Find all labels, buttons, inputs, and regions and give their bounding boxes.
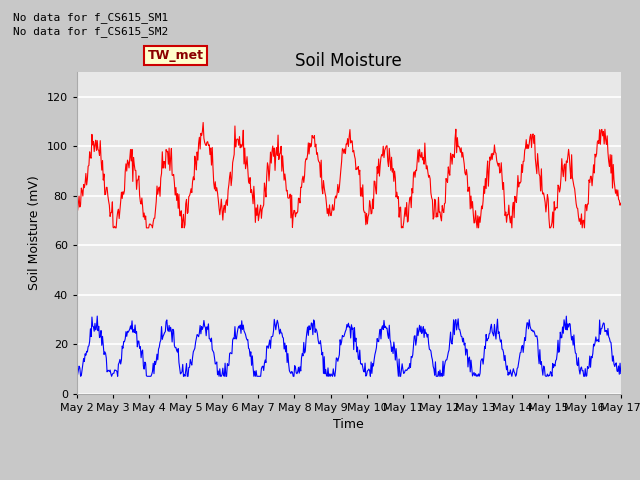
Text: TW_met: TW_met [147,49,204,62]
X-axis label: Time: Time [333,418,364,431]
Text: No data for f_CS615_SM2: No data for f_CS615_SM2 [13,26,168,37]
Title: Soil Moisture: Soil Moisture [296,52,402,71]
Text: No data for f_CS615_SM1: No data for f_CS615_SM1 [13,12,168,23]
Y-axis label: Soil Moisture (mV): Soil Moisture (mV) [28,175,41,290]
